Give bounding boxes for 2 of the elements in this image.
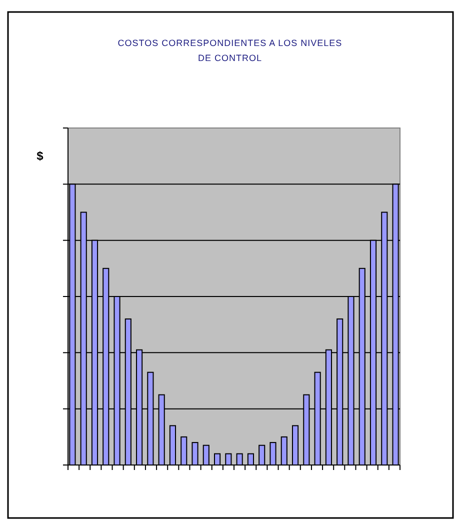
y-axis-title: $ [36,149,44,163]
chart-title: COSTOS CORRESPONDIENTES A LOS NIVELES DE CONTROL [118,38,342,63]
